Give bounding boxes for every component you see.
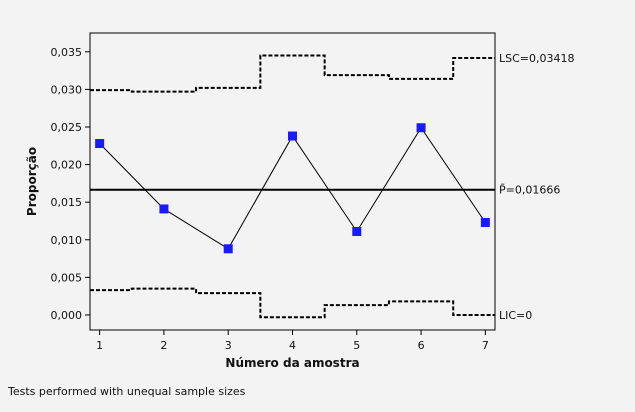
y-tick-label: 0,020: [51, 159, 83, 172]
footnote: Tests performed with unequal sample size…: [8, 385, 246, 398]
data-point: [159, 204, 169, 214]
x-tick-label: 3: [225, 339, 232, 352]
x-tick-label: 4: [289, 339, 296, 352]
control-limits: [90, 54, 495, 319]
x-axis-title: Número da amostra: [225, 356, 359, 370]
y-tick-label: 0,030: [51, 83, 83, 96]
upper-control-limit: [90, 54, 495, 93]
y-axis-title: Proporção: [25, 147, 39, 216]
y-tick-label: 0,035: [51, 46, 83, 59]
center-line-label: P̄=0,01666: [499, 184, 560, 197]
y-tick-label: 0,005: [51, 271, 83, 284]
y-tick-label: 0,000: [51, 309, 83, 322]
x-tick-label: 1: [96, 339, 103, 352]
x-tick-label: 2: [160, 339, 167, 352]
series-line: [99, 126, 486, 250]
data-point: [288, 131, 297, 141]
lower-control-limit: [90, 287, 495, 319]
plot-frame: [89, 32, 496, 331]
data-point: [223, 244, 233, 254]
data-point: [352, 227, 362, 237]
data-point: [480, 217, 490, 227]
data-point: [95, 139, 105, 149]
y-tick-label: 0,015: [51, 196, 83, 209]
x-axis: 1 2 3 4 5 6 7: [96, 330, 489, 352]
lcl-label: LIC=0: [499, 309, 532, 322]
x-tick-label: 5: [353, 339, 360, 352]
x-tick-label: 6: [418, 339, 425, 352]
data-point: [416, 123, 426, 133]
data-series: [95, 123, 490, 254]
y-axis: 0,000 0,005 0,010 0,015 0,020 0,025 0,030 0,035: [51, 46, 90, 322]
x-tick-label: 7: [482, 339, 489, 352]
ucl-label: LSC=0,03418: [499, 52, 575, 65]
y-tick-label: 0,025: [51, 121, 83, 134]
y-tick-label: 0,010: [51, 234, 83, 247]
